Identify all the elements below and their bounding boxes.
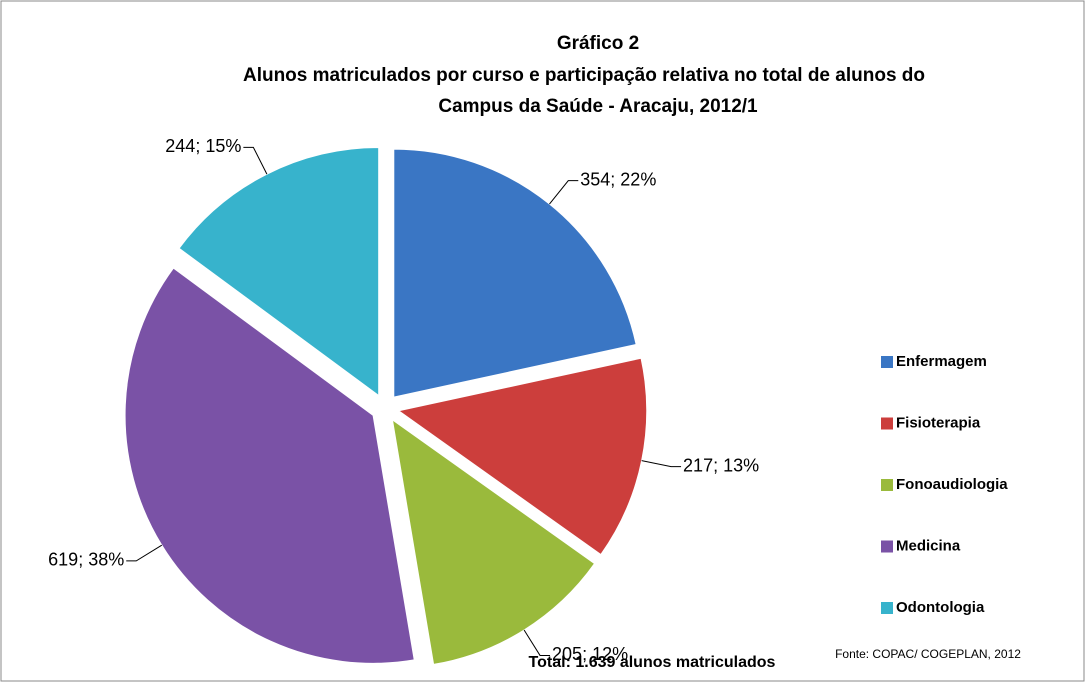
data-label: 244; 15%: [165, 136, 241, 156]
pie-slice: [391, 418, 596, 666]
legend-swatch: [881, 356, 893, 368]
leader-line: [523, 629, 551, 656]
data-label: 619; 38%: [48, 550, 124, 570]
leader-line: [243, 146, 268, 175]
total-note: Total: 1.639 alunos matriculados: [529, 654, 776, 671]
leader-line: [641, 460, 682, 468]
pie-slice: [397, 357, 648, 556]
pie-slice: [124, 267, 415, 664]
legend-label: Fonoaudiologia: [896, 476, 1008, 493]
leader-line: [126, 544, 163, 562]
data-label: 217; 13%: [683, 455, 759, 475]
legend-swatch: [881, 479, 893, 491]
chart-subtitle: Campus da Saúde - Aracaju, 2012/1: [438, 96, 758, 117]
legend-label: Medicina: [896, 537, 961, 554]
legend-swatch: [881, 540, 893, 553]
legend-swatch: [881, 417, 893, 430]
legend-swatch: [881, 602, 893, 614]
chart-title: Gráfico 2: [557, 33, 639, 54]
legend-label: Enfermagem: [896, 353, 987, 370]
legend-label: Fisioterapia: [896, 414, 981, 431]
leader-line: [549, 180, 579, 205]
legend-label: Odontologia: [896, 599, 985, 616]
source-note: Fonte: COPAC/ COGEPLAN, 2012: [835, 647, 1021, 661]
data-label: 205; 12%: [552, 644, 628, 664]
chart-subtitle: Alunos matriculados por curso e particip…: [243, 65, 925, 86]
data-label: 354; 22%: [580, 169, 656, 189]
